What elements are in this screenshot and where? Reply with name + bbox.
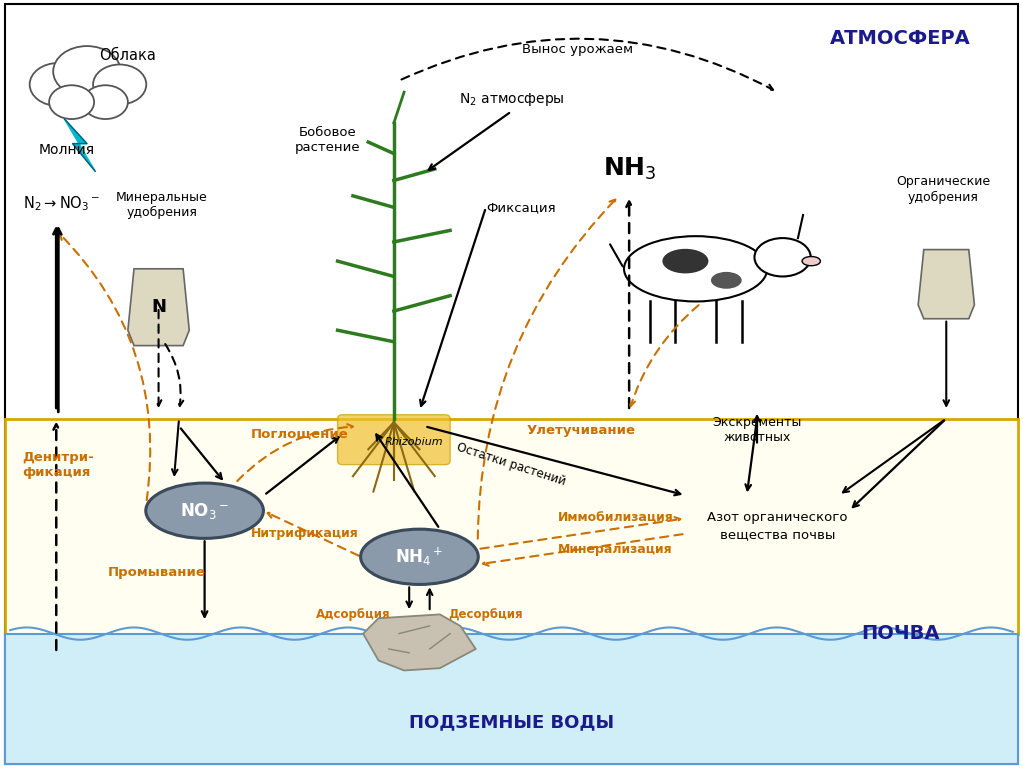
FancyBboxPatch shape xyxy=(5,634,1018,764)
Circle shape xyxy=(93,65,146,104)
Polygon shape xyxy=(64,119,95,171)
Text: АТМОСФЕРА: АТМОСФЕРА xyxy=(830,29,971,48)
Text: Молния: Молния xyxy=(39,143,95,157)
Text: Остатки растений: Остатки растений xyxy=(455,441,568,488)
Text: Десорбция: Десорбция xyxy=(449,608,523,621)
Ellipse shape xyxy=(624,237,767,302)
Circle shape xyxy=(30,63,87,106)
Circle shape xyxy=(83,85,128,119)
Text: Промывание: Промывание xyxy=(107,566,206,578)
Text: Денитри-
фикация: Денитри- фикация xyxy=(23,451,94,478)
Text: Адсорбция: Адсорбция xyxy=(316,608,390,621)
Text: ПОЧВА: ПОЧВА xyxy=(861,624,939,643)
Polygon shape xyxy=(128,269,189,346)
Ellipse shape xyxy=(663,249,709,273)
Text: N: N xyxy=(151,298,166,316)
Text: Экскременты
животных: Экскременты животных xyxy=(712,416,802,444)
Text: N$_2$ атмосферы: N$_2$ атмосферы xyxy=(458,91,565,108)
Ellipse shape xyxy=(754,238,811,276)
Text: Облака: Облака xyxy=(99,48,157,63)
Text: ПОДЗЕМНЫЕ ВОДЫ: ПОДЗЕМНЫЕ ВОДЫ xyxy=(409,713,614,731)
Text: Минерализация: Минерализация xyxy=(558,543,672,555)
Circle shape xyxy=(53,46,121,97)
Text: NH$_4$$^+$: NH$_4$$^+$ xyxy=(395,545,444,568)
Text: Органические
удобрения: Органические удобрения xyxy=(896,175,990,204)
Text: Нитрификация: Нитрификация xyxy=(251,528,358,540)
Text: N$_2$$\rightarrow$NO$_3$$^-$: N$_2$$\rightarrow$NO$_3$$^-$ xyxy=(23,194,100,213)
Ellipse shape xyxy=(711,272,742,289)
Text: Иммобилизация: Иммобилизация xyxy=(558,512,673,525)
Ellipse shape xyxy=(146,483,264,538)
Circle shape xyxy=(49,85,94,119)
Polygon shape xyxy=(919,250,974,319)
Text: Улетучивание: Улетучивание xyxy=(527,424,636,436)
FancyBboxPatch shape xyxy=(5,4,1018,764)
Text: Вынос урожаем: Вынос урожаем xyxy=(523,44,633,56)
Text: NH$_3$: NH$_3$ xyxy=(603,156,656,182)
Text: Фиксация: Фиксация xyxy=(486,201,555,214)
Polygon shape xyxy=(363,614,476,670)
Text: Бобовое
растение: Бобовое растение xyxy=(295,126,360,154)
Text: Rhizobium: Rhizobium xyxy=(385,436,444,447)
FancyBboxPatch shape xyxy=(5,419,1018,634)
Text: Азот органического
вещества почвы: Азот органического вещества почвы xyxy=(707,511,848,541)
Ellipse shape xyxy=(802,257,820,266)
Text: Поглощение: Поглощение xyxy=(251,428,349,440)
Ellipse shape xyxy=(360,529,478,584)
Text: Минеральные
удобрения: Минеральные удобрения xyxy=(116,190,208,219)
FancyBboxPatch shape xyxy=(338,415,450,465)
Text: NO$_3$$^-$: NO$_3$$^-$ xyxy=(180,501,229,521)
